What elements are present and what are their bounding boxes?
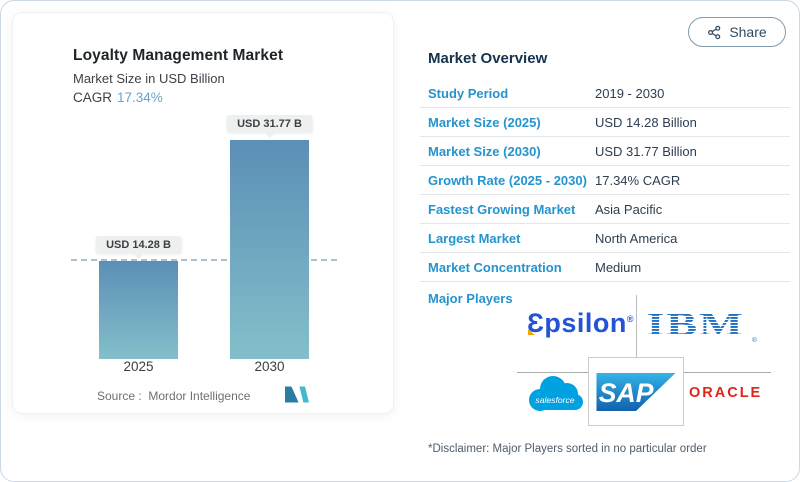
salesforce-logo: salesforce [529,376,583,411]
row-label: Fastest Growing Market [428,201,576,217]
source-line: Source : Mordor Intelligence [97,389,250,403]
epsilon-wordmark: Ɛpsilon [527,308,627,338]
row-label: Growth Rate (2025 - 2030) [428,172,587,188]
cagr-value: 17.34% [117,90,163,105]
row-value: 2019 - 2030 [595,85,665,101]
share-button-label: Share [729,24,767,40]
bar-2030-year-label: 2030 [254,359,285,374]
overview-table: Study Period 2019 - 2030 Market Size (20… [420,79,790,282]
table-row: Market Size (2030) USD 31.77 Billion [420,137,790,166]
registered-mark-icon: ® [752,336,757,344]
chart-subtitle: Market Size in USD Billion [73,71,225,86]
row-label: Largest Market [428,230,521,246]
overview-title: Market Overview [428,50,548,67]
market-chart-card: Loyalty Management Market Market Size in… [12,12,394,414]
sap-logo-card: SAP [588,357,684,426]
chart-title: Loyalty Management Market [73,47,284,64]
share-button[interactable]: Share [688,17,786,47]
row-value: USD 31.77 Billion [595,143,697,159]
bar-2025-column [99,261,178,359]
row-value: USD 14.28 Billion [595,114,697,130]
chart-cagr-line: CAGR 17.34% [73,90,283,105]
major-players-label: Major Players [428,291,513,306]
registered-mark-icon: ® [626,314,635,324]
ibm-logo: IBM ® [646,306,757,344]
ibm-wordmark: IBM [646,306,744,343]
sap-wordmark: SAP [599,377,654,407]
epsilon-accent-mark [528,329,535,335]
bar-2025-year-label: 2025 [123,359,154,374]
bar-2030-value-badge: USD 31.77 B [226,115,313,138]
table-row: Fastest Growing Market Asia Pacific [420,195,790,224]
share-icon [708,25,721,39]
source-value: Mordor Intelligence [148,389,251,403]
bar-2025-value-badge: USD 14.28 B [95,236,182,259]
oracle-logo: ORACLE [689,385,763,401]
row-label: Study Period [428,85,509,101]
source-label: Source : [97,389,142,403]
row-label: Market Size (2030) [428,143,541,159]
disclaimer-text: *Disclaimer: Major Players sorted in no … [428,443,707,455]
epsilon-logo: Ɛpsilon® [527,310,634,337]
reference-dashed-line [71,259,337,261]
row-label: Market Concentration [428,259,562,275]
row-value: 17.34% CAGR [595,172,681,188]
table-row: Market Concentration Medium [420,253,790,282]
bar-2030-column [230,140,309,359]
cagr-label: CAGR [73,90,113,105]
mordor-intelligence-logo-icon [285,386,309,403]
row-label: Market Size (2025) [428,114,541,130]
row-value: Medium [595,259,642,275]
table-row: Growth Rate (2025 - 2030) 17.34% CAGR [420,166,790,195]
table-row: Largest Market North America [420,224,790,253]
row-value: North America [595,230,678,246]
chart-header: Loyalty Management Market Market Size in… [73,47,283,105]
players-vertical-divider [636,295,637,357]
table-row: Study Period 2019 - 2030 [420,79,790,108]
sap-logo: SAP [596,372,676,411]
row-value: Asia Pacific [595,201,663,217]
table-row: Market Size (2025) USD 14.28 Billion [420,108,790,137]
salesforce-wordmark: salesforce [535,395,574,405]
